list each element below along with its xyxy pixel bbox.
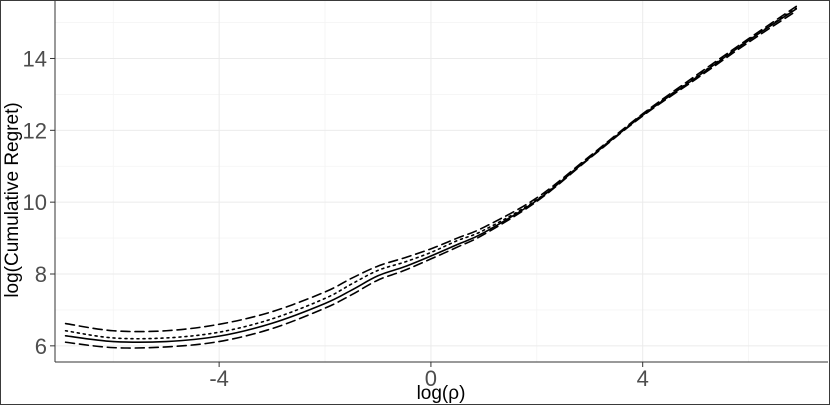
series-line-dashed-lower — [64, 10, 798, 349]
series-line-dashed-upper — [64, 5, 798, 333]
y-axis-title: log(Cumulative Regret) — [2, 102, 23, 297]
y-tick-label: 14 — [23, 46, 47, 71]
tick-layer: -4 0 4 6 8 10 12 14 — [23, 1, 828, 391]
x-tick-label: 4 — [637, 366, 649, 391]
x-tick-label: 0 — [425, 366, 437, 391]
series-layer — [64, 5, 798, 349]
x-tick-label: -4 — [209, 366, 229, 391]
y-tick-label: 8 — [35, 262, 47, 287]
y-tick-label: 12 — [23, 118, 47, 143]
y-tick-label: 10 — [23, 190, 47, 215]
series-line-solid — [64, 8, 798, 344]
x-axis-title: log(ρ) — [417, 383, 466, 404]
y-tick-label: 6 — [35, 334, 47, 359]
